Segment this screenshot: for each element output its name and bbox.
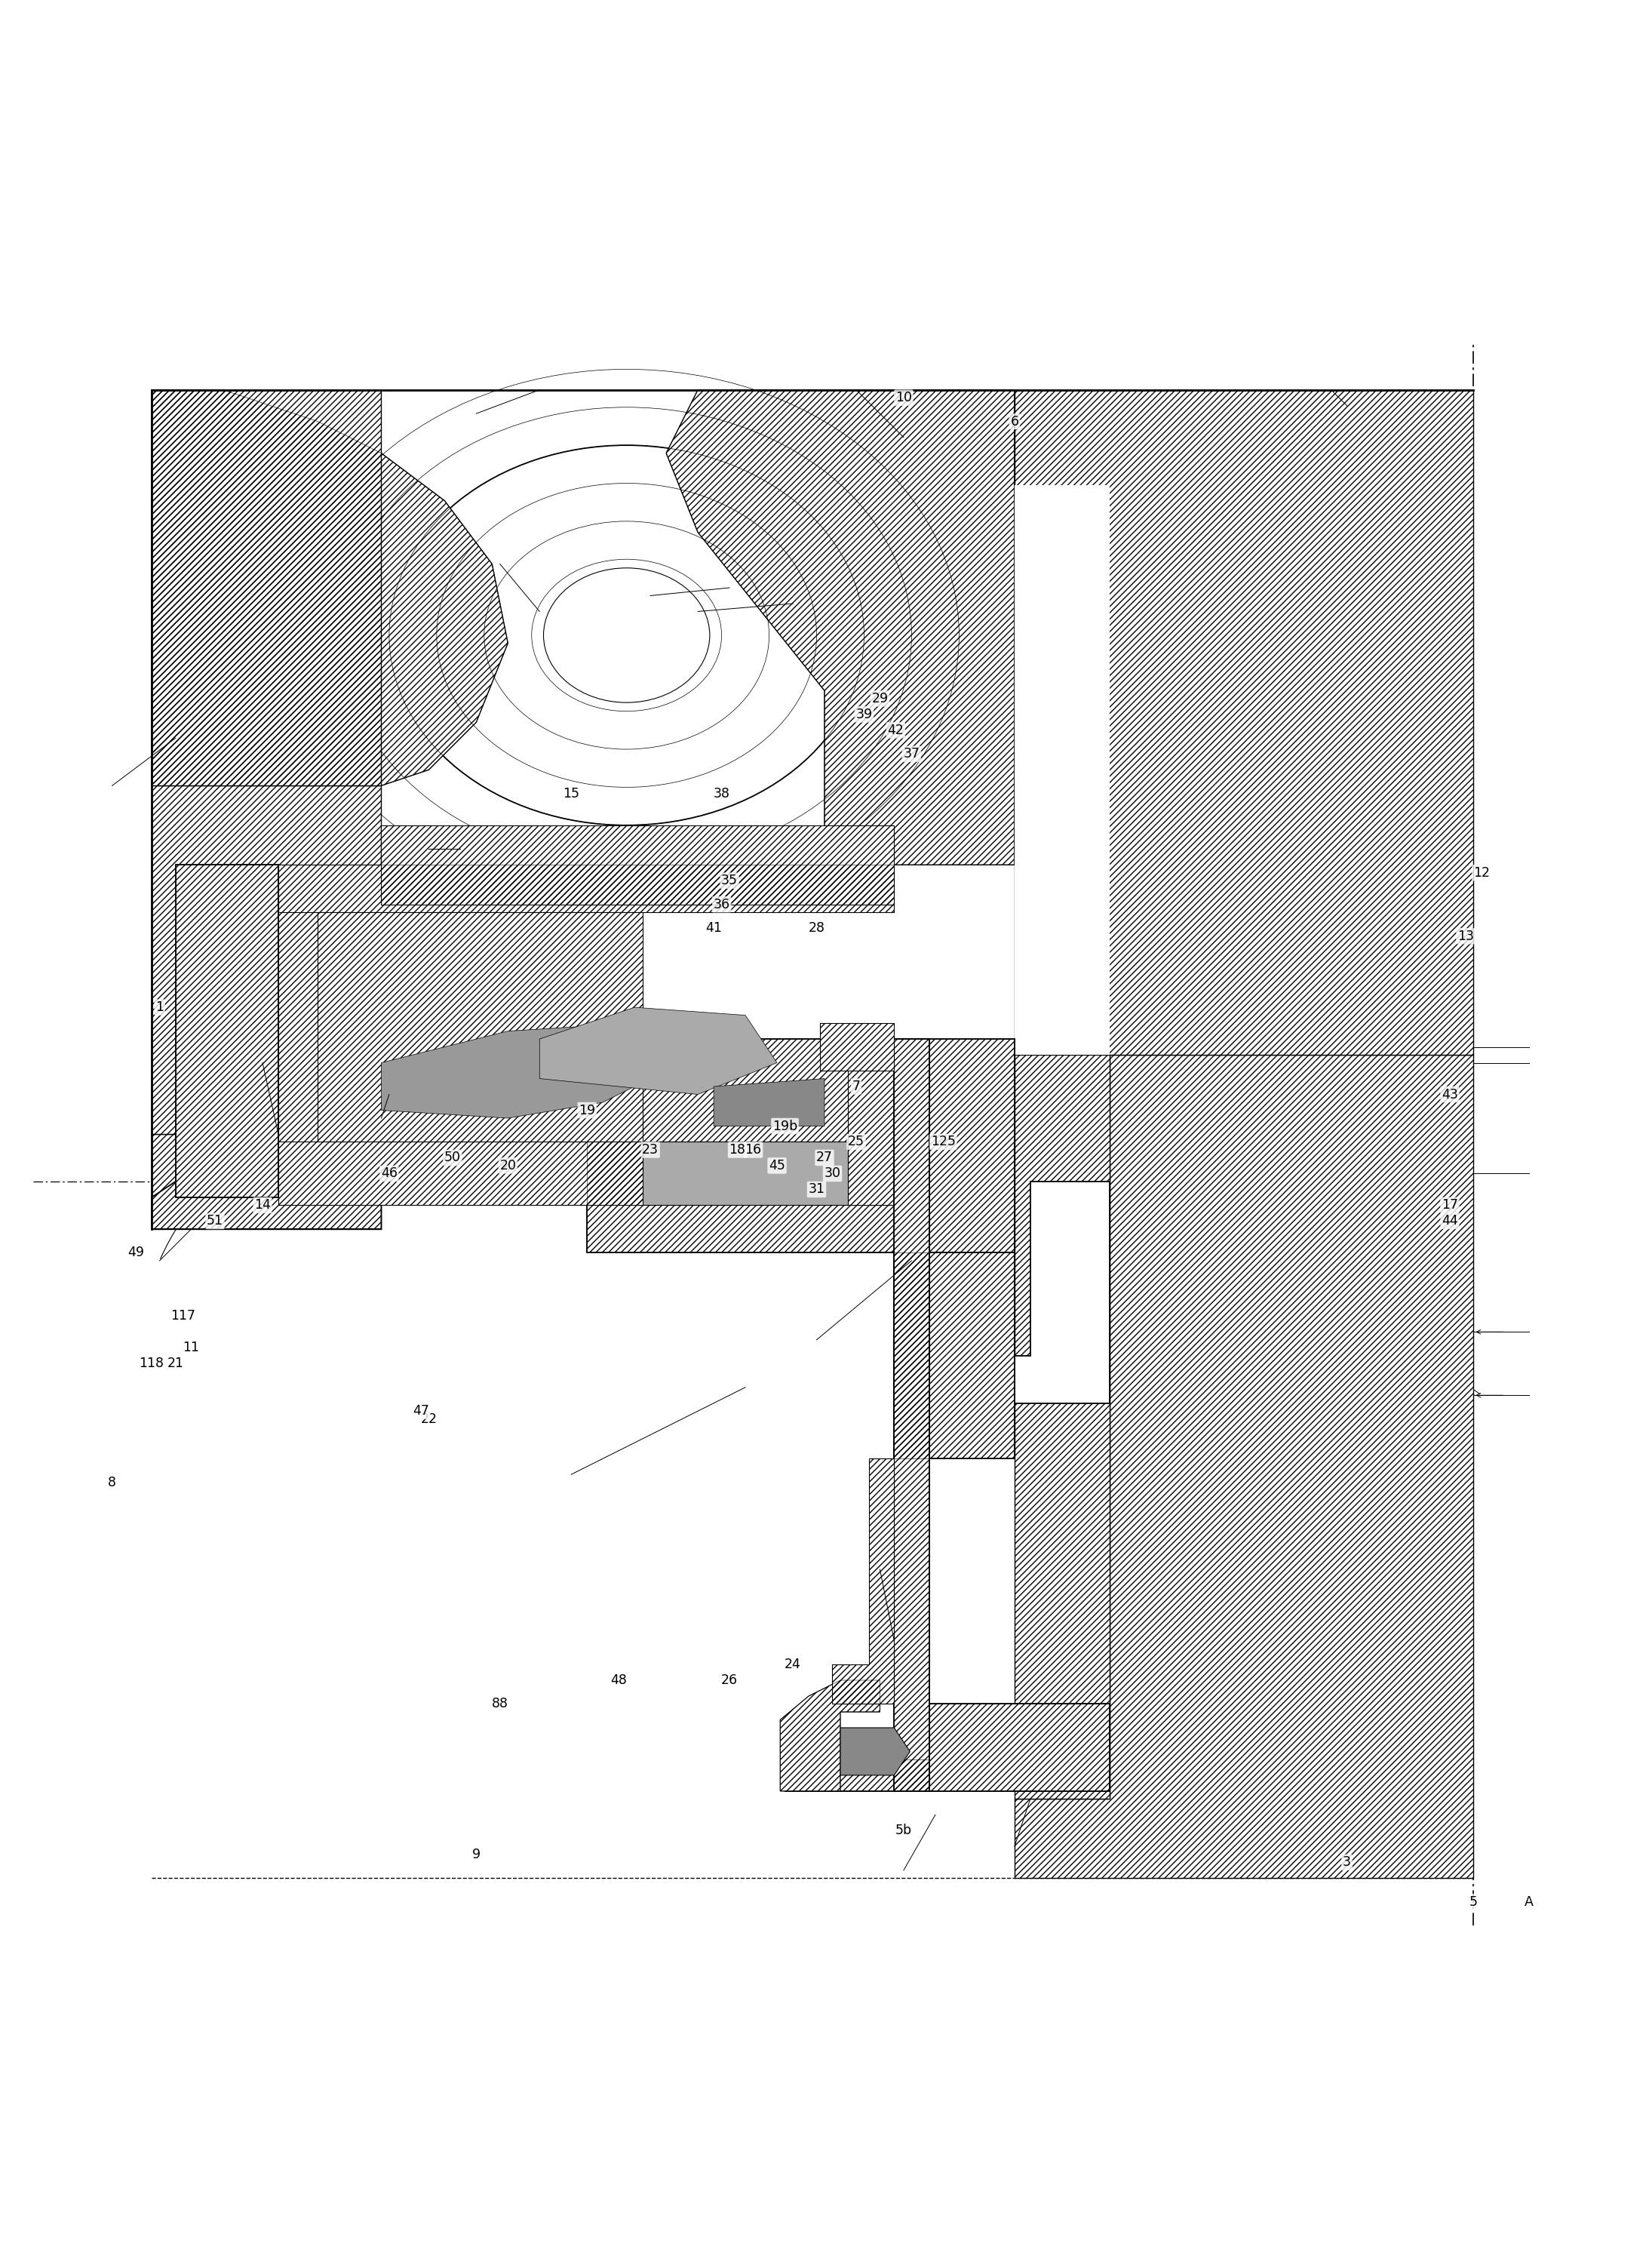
Polygon shape: [152, 390, 508, 785]
Text: 45: 45: [768, 1159, 785, 1173]
Text: 20: 20: [500, 1159, 516, 1173]
Text: 27: 27: [816, 1150, 833, 1163]
Text: 6: 6: [1011, 415, 1019, 429]
Polygon shape: [152, 390, 381, 785]
Text: 37: 37: [904, 746, 920, 760]
Text: 28: 28: [808, 921, 824, 934]
Text: 14: 14: [254, 1198, 270, 1211]
Text: 117: 117: [171, 1309, 196, 1322]
Text: 25: 25: [848, 1134, 864, 1148]
Text: 26: 26: [721, 1674, 737, 1687]
Polygon shape: [175, 864, 279, 1198]
Polygon shape: [279, 864, 894, 912]
Text: 49: 49: [127, 1245, 143, 1259]
Polygon shape: [820, 1023, 894, 1070]
Text: 30: 30: [824, 1166, 841, 1179]
Polygon shape: [848, 1039, 894, 1204]
Text: 24: 24: [785, 1658, 801, 1672]
Polygon shape: [894, 1039, 928, 1792]
Text: 13: 13: [1458, 930, 1474, 943]
Polygon shape: [318, 912, 643, 1141]
Text: 51: 51: [206, 1213, 223, 1227]
Text: 17: 17: [1441, 1198, 1458, 1211]
Text: 9: 9: [472, 1848, 480, 1862]
Polygon shape: [381, 1023, 666, 1118]
Text: 39: 39: [856, 708, 872, 721]
Text: A: A: [1524, 1896, 1534, 1910]
Text: 43: 43: [1441, 1089, 1458, 1102]
Polygon shape: [1014, 1055, 1110, 1799]
Polygon shape: [539, 1007, 777, 1095]
Polygon shape: [780, 1681, 881, 1792]
Text: 22: 22: [420, 1413, 437, 1427]
Polygon shape: [1014, 485, 1110, 1055]
Text: 10: 10: [895, 390, 912, 404]
Text: 38: 38: [714, 787, 731, 801]
Text: 3: 3: [1342, 1855, 1351, 1869]
Polygon shape: [841, 1728, 910, 1776]
Polygon shape: [152, 1182, 381, 1229]
Text: 16: 16: [745, 1143, 762, 1157]
Polygon shape: [714, 1080, 824, 1127]
Text: 18: 18: [729, 1143, 745, 1157]
Text: 29: 29: [872, 692, 889, 705]
Ellipse shape: [544, 567, 709, 703]
Text: 11: 11: [183, 1340, 200, 1354]
Ellipse shape: [389, 445, 864, 826]
Text: 48: 48: [610, 1674, 627, 1687]
Text: 8: 8: [107, 1476, 117, 1490]
Text: 125: 125: [930, 1134, 956, 1148]
Polygon shape: [1014, 1055, 1474, 1878]
Polygon shape: [152, 1134, 381, 1229]
Text: 46: 46: [381, 1166, 397, 1179]
Text: 5: 5: [1469, 1896, 1478, 1910]
Text: 44: 44: [1441, 1213, 1458, 1227]
Polygon shape: [666, 390, 1014, 864]
Polygon shape: [587, 1039, 1014, 1252]
Text: 35: 35: [721, 873, 737, 887]
Polygon shape: [279, 1141, 894, 1204]
Polygon shape: [1014, 390, 1474, 1055]
Text: 31: 31: [808, 1182, 824, 1195]
Polygon shape: [785, 1703, 1110, 1792]
Text: 88: 88: [491, 1696, 508, 1710]
Text: 12: 12: [1473, 866, 1489, 880]
Text: 50: 50: [444, 1150, 460, 1163]
Text: 42: 42: [887, 723, 904, 737]
Text: 19b: 19b: [772, 1120, 798, 1134]
Text: 47: 47: [412, 1404, 429, 1418]
Text: 7: 7: [853, 1080, 861, 1093]
Text: 15: 15: [562, 787, 579, 801]
Text: 5b: 5b: [895, 1823, 912, 1837]
Polygon shape: [381, 826, 894, 905]
Text: 118: 118: [139, 1356, 165, 1370]
Polygon shape: [894, 1252, 1014, 1458]
Text: 36: 36: [714, 898, 731, 912]
Polygon shape: [643, 1141, 848, 1204]
Polygon shape: [833, 1458, 894, 1703]
Text: 1: 1: [155, 1000, 163, 1014]
Polygon shape: [279, 864, 381, 1182]
Text: 23: 23: [641, 1143, 658, 1157]
Polygon shape: [1014, 1182, 1110, 1404]
Polygon shape: [152, 785, 381, 1134]
Text: 41: 41: [706, 921, 722, 934]
Text: 19: 19: [579, 1105, 595, 1118]
Text: 21: 21: [167, 1356, 183, 1370]
